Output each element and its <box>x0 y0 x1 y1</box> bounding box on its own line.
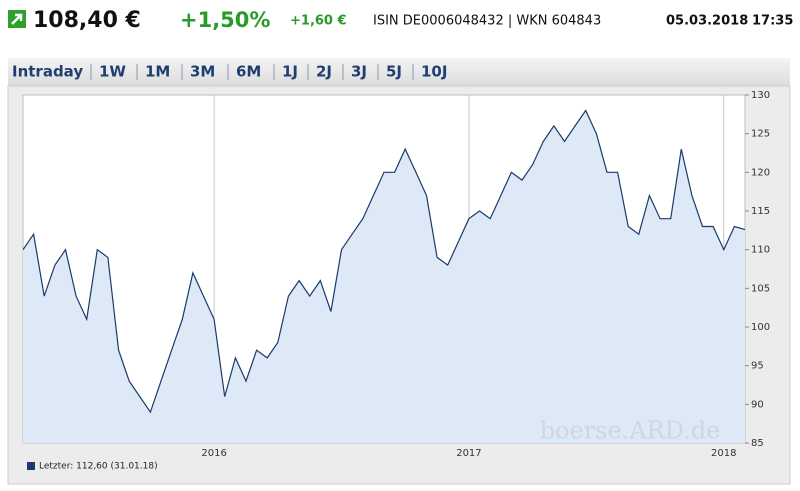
up-arrow <box>11 13 23 25</box>
y-tick-label: 120 <box>751 167 770 178</box>
y-tick-label: 90 <box>751 399 764 410</box>
tab[interactable]: Intraday <box>12 63 83 81</box>
legend-label: Letzter: 112,60 (31.01.18) <box>39 462 158 472</box>
watermark: boerse.ARD.de <box>540 417 721 445</box>
x-tick-label: 2017 <box>456 448 481 459</box>
y-tick-label: 115 <box>751 206 770 217</box>
ids: ISIN DE0006048432 | WKN 604843 <box>373 14 601 29</box>
x-tick-label: 2018 <box>711 448 736 459</box>
y-tick-label: 110 <box>751 245 770 256</box>
price: 108,40 € <box>33 8 141 33</box>
line <box>22 109 746 414</box>
tab[interactable]: 6M <box>236 63 261 81</box>
tab[interactable]: 1J <box>282 63 298 81</box>
tab-bar <box>8 58 790 86</box>
tab[interactable]: 10J <box>421 63 447 81</box>
tab[interactable]: 1M <box>145 63 170 81</box>
tab[interactable]: 2J <box>316 63 332 81</box>
change-abs: +1,60 € <box>290 14 347 29</box>
legend-swatch <box>27 462 35 470</box>
y-tick-label: 85 <box>751 438 764 449</box>
tab[interactable]: 3M <box>190 63 215 81</box>
tab[interactable]: 3J <box>351 63 367 81</box>
tab-separators <box>90 64 414 80</box>
x-tick-label: 2016 <box>201 448 226 459</box>
time: 17:35 <box>752 14 793 29</box>
area <box>23 110 745 443</box>
change-pct: +1,50% <box>180 8 270 32</box>
tab[interactable]: 5J <box>386 63 402 81</box>
date: 05.03.2018 <box>666 14 748 29</box>
y-tick-label: 105 <box>751 283 770 294</box>
y-tick-label: 100 <box>751 322 770 333</box>
tab[interactable]: 1W <box>99 63 126 81</box>
y-tick-label: 130 <box>751 90 770 101</box>
chart: 85 90 95 100 105 110 115 120 125 130 2016 2017 2018 L… <box>22 90 770 472</box>
y-tick-label: 95 <box>751 361 764 372</box>
y-tick-label: 125 <box>751 129 770 140</box>
